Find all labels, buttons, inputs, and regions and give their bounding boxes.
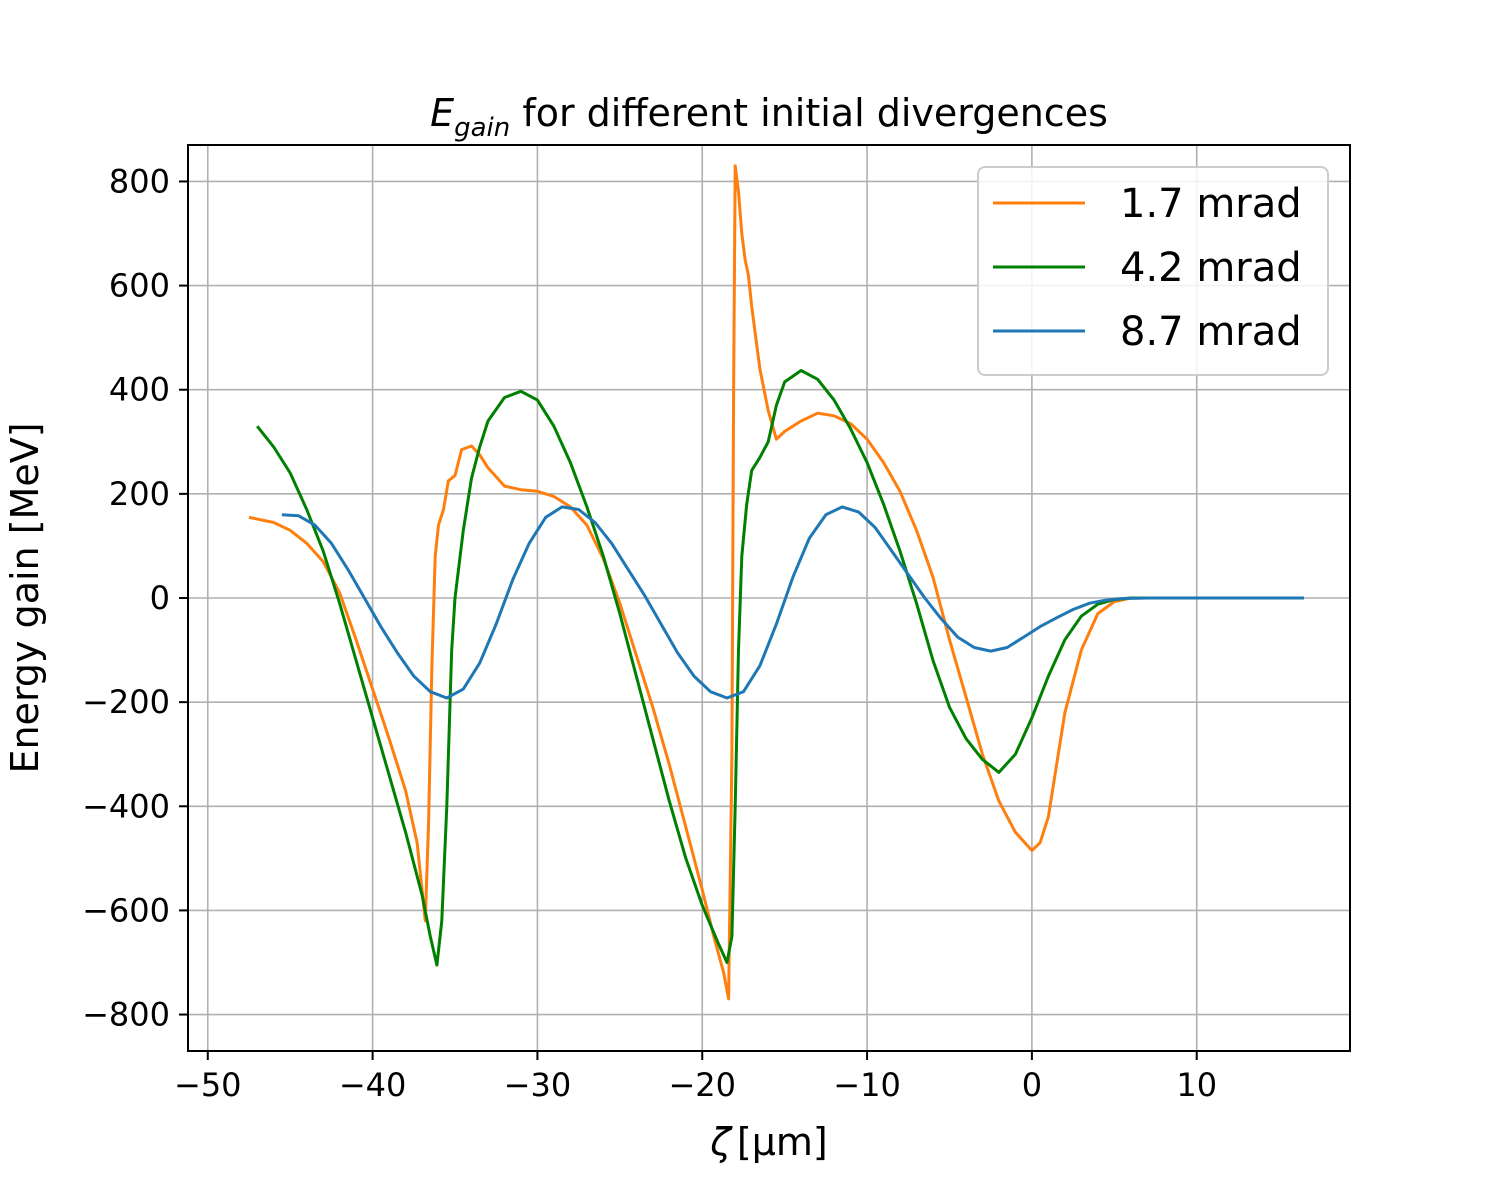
y-axis-label: Energy gain [MeV] [3, 422, 47, 773]
axis-ticks: −50 −40 −30 −20 −10 0 10 800 600 400 200 0 −200 −400 −… [82, 162, 1217, 1104]
y-tick-label: 600 [109, 267, 170, 305]
legend-box [977, 166, 1329, 376]
chart-title-main: E [430, 91, 454, 135]
y-tick-label: −400 [82, 787, 170, 825]
y-tick-label: −600 [82, 891, 170, 929]
series-line-2 [281, 505, 1304, 700]
x-tick-label: 0 [1022, 1066, 1042, 1104]
x-axis-label: ζ [μm] [709, 1120, 828, 1164]
y-tick-label: 400 [109, 371, 170, 409]
chart-title: Egain for different initial divergences [430, 91, 1108, 143]
legend-label-1: 4.2 mrad [1120, 245, 1302, 291]
series-lines [248, 164, 1304, 1001]
series-line-0 [248, 164, 1304, 1001]
x-tick-label: −40 [339, 1066, 407, 1104]
series-line-1 [256, 369, 1304, 967]
legend-label-2: 8.7 mrad [1120, 309, 1302, 355]
x-tick-label: −10 [833, 1066, 901, 1104]
x-tick-label: −20 [668, 1066, 736, 1104]
x-tick-label: −30 [504, 1066, 572, 1104]
y-tick-label: −800 [82, 996, 170, 1034]
x-axis-label-symbol: ζ [709, 1120, 733, 1164]
legend-label-0: 1.7 mrad [1120, 181, 1302, 227]
x-tick-label: 10 [1176, 1066, 1217, 1104]
chart-title-rest: for different initial divergences [510, 91, 1108, 135]
y-tick-label: 0 [150, 579, 170, 617]
chart-title-subscript: gain [454, 113, 510, 143]
legend-items: 1.7 mrad 4.2 mrad 8.7 mrad [993, 181, 1302, 355]
x-tick-label: −50 [174, 1066, 242, 1104]
y-tick-label: −200 [82, 683, 170, 721]
y-tick-label: 200 [109, 475, 170, 513]
x-axis-label-unit: [μm] [737, 1120, 828, 1164]
y-tick-label: 800 [109, 162, 170, 200]
legend: 1.7 mrad 4.2 mrad 8.7 mrad [977, 166, 1329, 376]
